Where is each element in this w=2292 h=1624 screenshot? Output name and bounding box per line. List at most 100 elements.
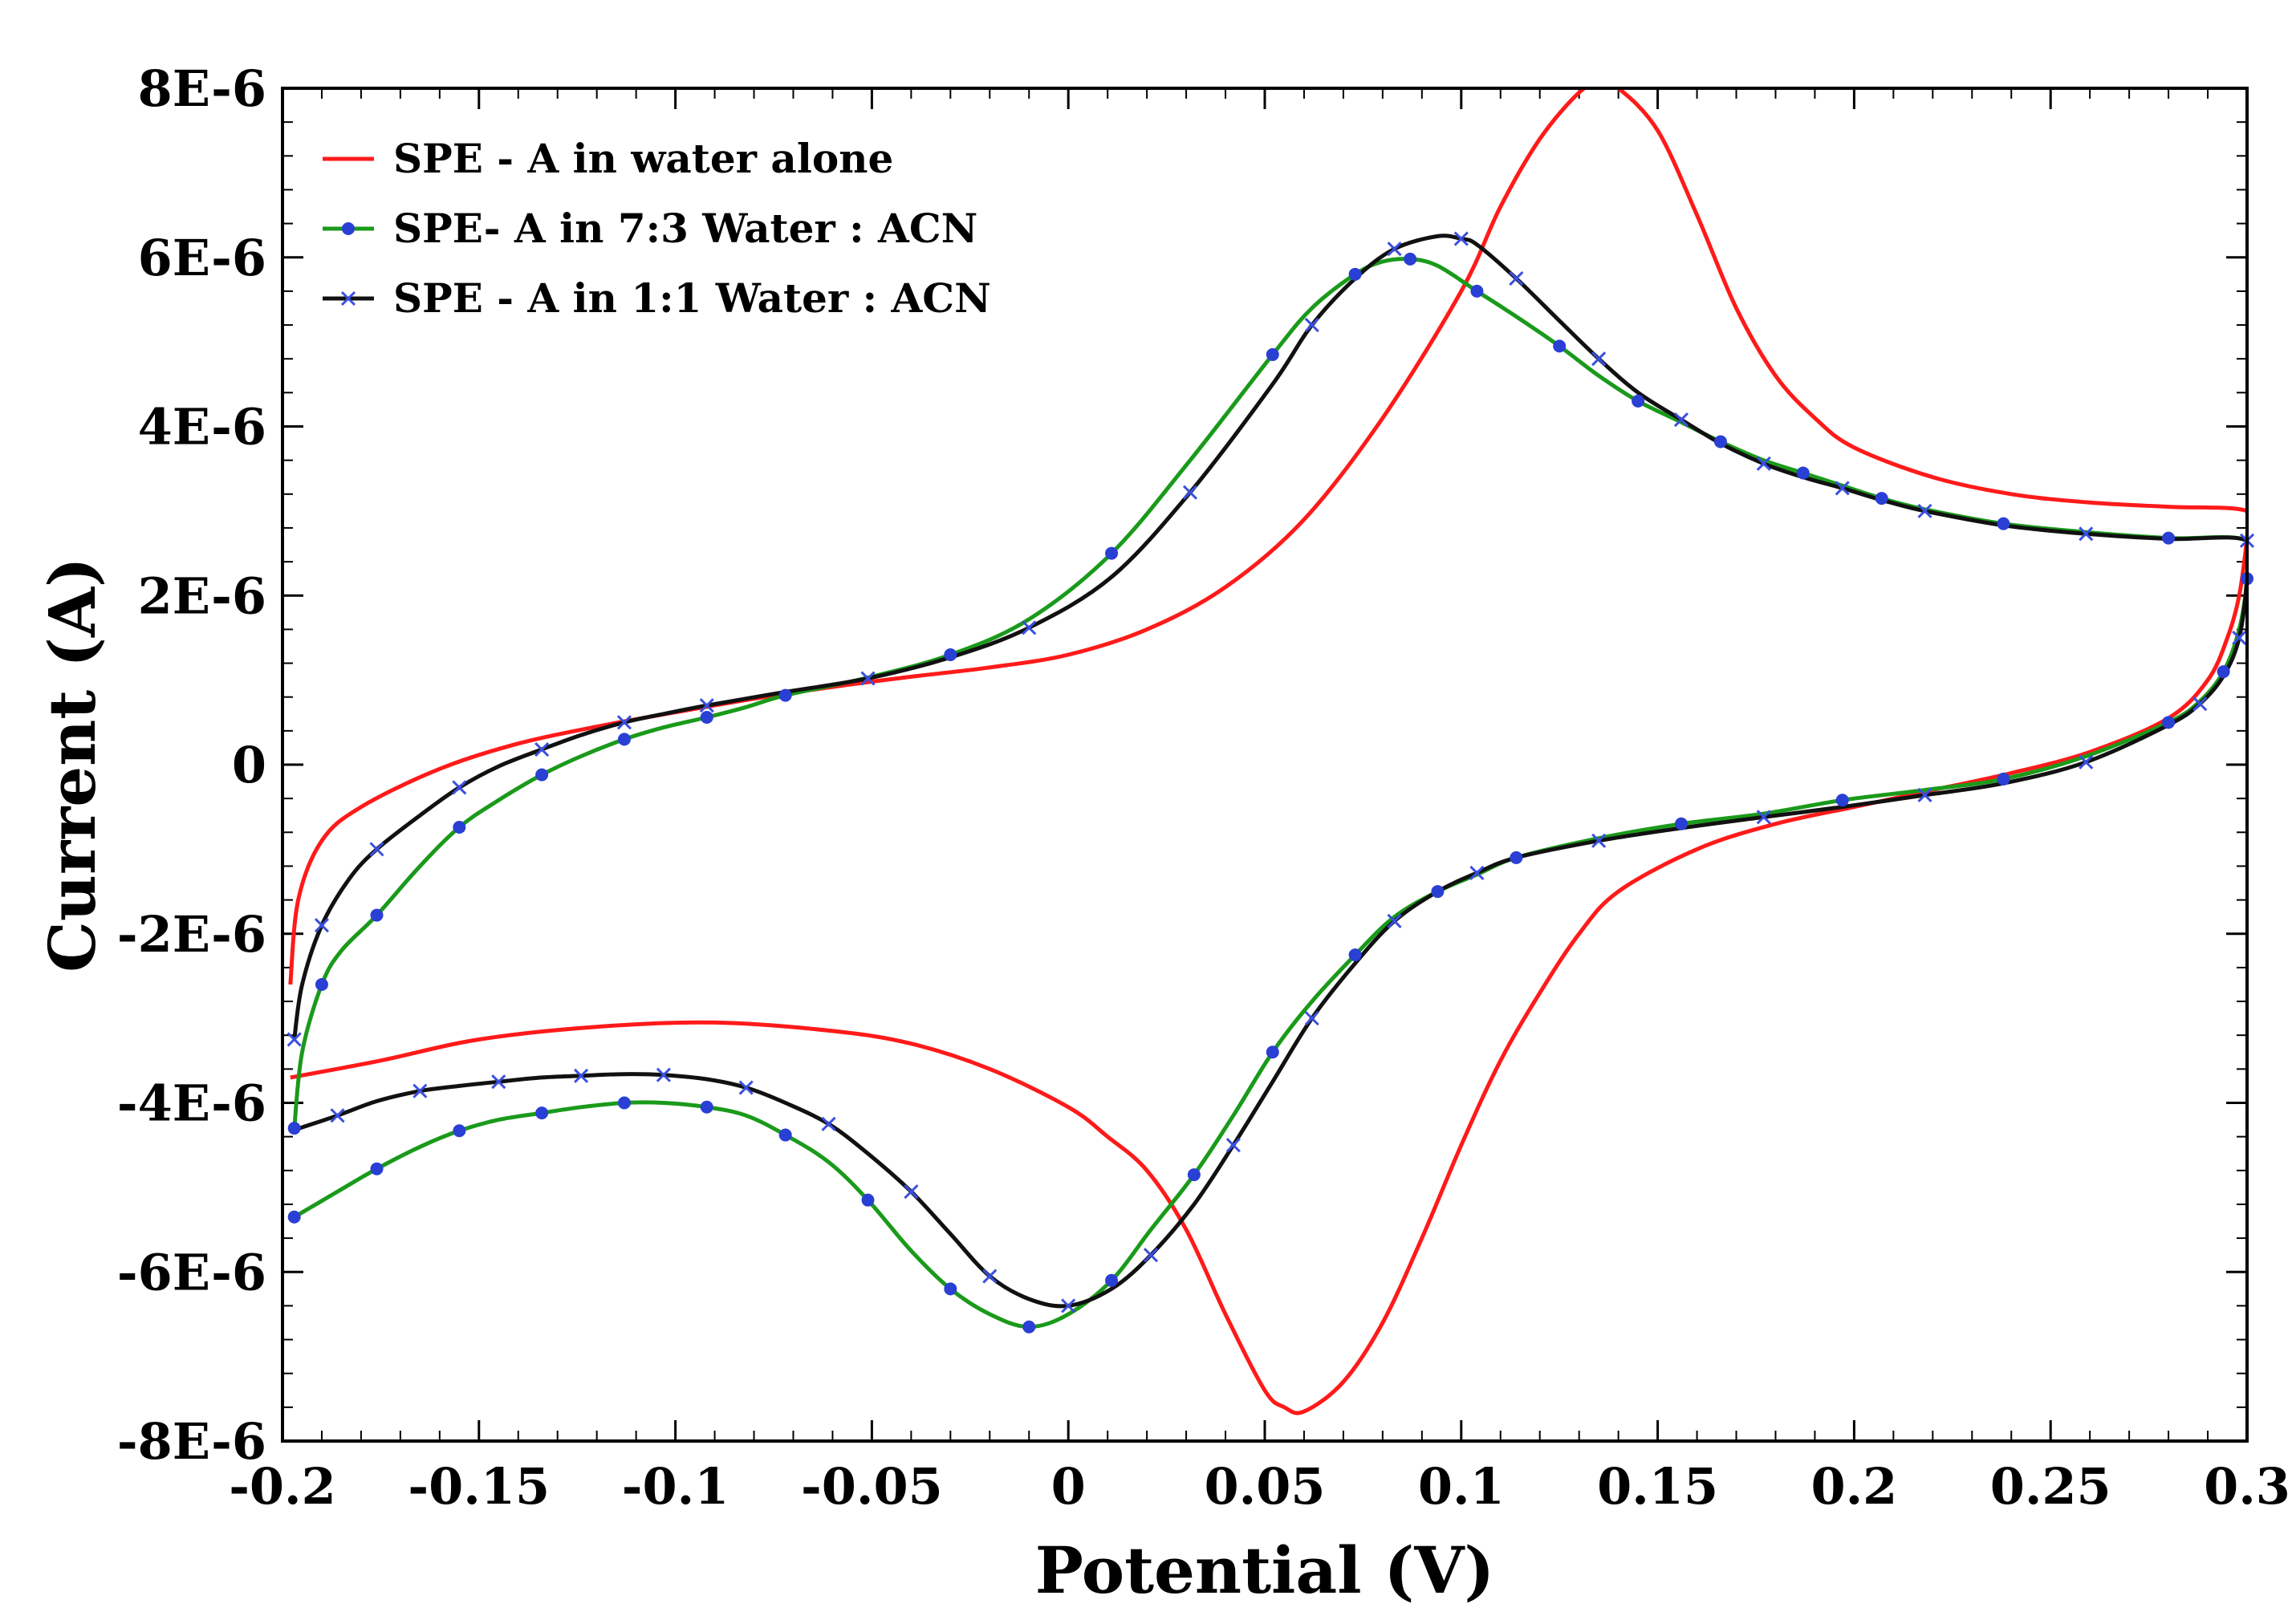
data-point-dot [1404, 252, 1417, 266]
data-point-cross [1022, 620, 1037, 635]
data-point-cross [982, 1269, 998, 1284]
data-point-cross [1387, 913, 1402, 929]
data-point-dot [1105, 1273, 1119, 1287]
legend-marker-dot [342, 222, 355, 235]
data-point-dot [1875, 492, 1888, 505]
y-axis-label: Current (A) [35, 557, 110, 972]
data-point-dot [1553, 339, 1567, 353]
data-point-dot [617, 733, 631, 746]
data-point-dot [1431, 885, 1445, 899]
data-point-cross [1917, 787, 1932, 802]
markers-layer [286, 231, 2255, 1334]
data-point-cross [1387, 242, 1402, 257]
x-tick-label: 0.1 [1418, 1457, 1505, 1516]
data-point-dot [1997, 772, 2010, 786]
data-point-dot [1348, 948, 1362, 962]
legend-marker-cross [340, 290, 356, 307]
data-point-dot [1997, 517, 2010, 530]
data-point-cross [2079, 526, 2094, 542]
x-tick-label: -0.2 [229, 1457, 336, 1516]
legend-label: SPE - A in 1:1 Water : ACN [393, 274, 991, 322]
data-point-cross [491, 1074, 506, 1090]
data-point-cross [860, 671, 876, 686]
data-point-dot [944, 648, 957, 662]
data-point-cross [534, 741, 550, 757]
data-point-dot [1348, 267, 1362, 281]
data-point-cross [1182, 485, 1198, 500]
y-tick-label: 0 [232, 736, 266, 794]
data-point-cross [1469, 865, 1485, 880]
legend-label: SPE - A in water alone [393, 135, 893, 182]
data-point-cross [452, 780, 467, 795]
data-point-cross [1143, 1248, 1159, 1263]
data-point-cross [1591, 351, 1607, 367]
data-point-cross [412, 1083, 428, 1098]
data-point-cross [1835, 481, 1850, 496]
data-point-cross [2192, 696, 2208, 712]
data-point-dot [370, 908, 384, 922]
data-point-cross [369, 842, 384, 857]
data-point-cross [330, 1108, 345, 1123]
y-tick-label: -6E-6 [117, 1243, 266, 1301]
data-point-dot [1510, 851, 1523, 864]
x-tick-label: 0.2 [1810, 1457, 1897, 1516]
data-point-dot [2162, 716, 2176, 729]
data-point-dot [1674, 817, 1688, 830]
data-point-cross [821, 1116, 836, 1131]
data-point-dot [1022, 1320, 1036, 1334]
y-tick-label: -4E-6 [117, 1074, 266, 1133]
data-point-cross [1509, 271, 1524, 286]
data-point-dot [1835, 794, 1849, 807]
data-point-cross [1673, 412, 1689, 428]
data-point-dot [700, 710, 713, 724]
data-point-cross [286, 1032, 302, 1047]
data-point-dot [778, 688, 792, 702]
data-point-dot [287, 1210, 301, 1224]
y-tick-label: -8E-6 [117, 1412, 266, 1471]
data-point-dot [778, 1128, 792, 1142]
y-tick-label: 2E-6 [138, 566, 266, 625]
data-point-dot [2217, 665, 2230, 679]
x-tick-label: -0.15 [408, 1457, 550, 1516]
data-point-dot [617, 1096, 631, 1110]
data-point-cross [1591, 833, 1607, 848]
data-point-dot [1632, 394, 1645, 408]
data-point-dot [1266, 1045, 1279, 1059]
data-point-dot [535, 768, 549, 782]
data-point-cross [1061, 1298, 1076, 1313]
data-point-dot [453, 1124, 466, 1138]
data-point-dot [453, 820, 466, 834]
data-point-cross [574, 1068, 589, 1083]
data-point-cross [1453, 231, 1469, 246]
data-point-dot [1266, 347, 1279, 361]
data-point-cross [656, 1067, 671, 1082]
data-point-dot [1187, 1168, 1201, 1182]
legend: SPE - A in water alone SPE- A in 7:3 Wate… [323, 135, 991, 322]
data-point-dot [535, 1106, 549, 1120]
legend-item-water-alone: SPE - A in water alone [323, 135, 893, 182]
data-point-cross [1304, 1011, 1319, 1026]
data-point-cross [738, 1080, 754, 1095]
data-point-cross [314, 918, 330, 933]
y-tick-labels: 8E-6 6E-6 4E-6 2E-6 0 -2E-6 -4E-6 -6E-6 -8E-6 [117, 59, 266, 1471]
x-tick-label: -0.1 [622, 1457, 729, 1516]
x-axis-label: Potential (V) [1035, 1533, 1495, 1608]
data-point-dot [1105, 546, 1119, 560]
data-point-dot [1713, 435, 1727, 449]
data-point-dot [370, 1162, 384, 1175]
data-point-cross [904, 1184, 919, 1200]
data-point-cross [616, 715, 632, 730]
x-tick-label: 0.25 [1990, 1457, 2111, 1516]
legend-item-7-3-water-acn: SPE- A in 7:3 Water : ACN [323, 205, 977, 252]
y-tick-label: 6E-6 [138, 229, 266, 287]
data-point-cross [1225, 1138, 1241, 1153]
data-point-cross [1304, 317, 1319, 333]
x-tick-label: 0.15 [1597, 1457, 1718, 1516]
data-point-cross [1917, 503, 1932, 518]
data-point-cross [1756, 456, 1771, 471]
y-tick-label: 8E-6 [138, 59, 266, 118]
data-point-dot [700, 1100, 713, 1114]
data-point-dot [1796, 466, 1810, 480]
